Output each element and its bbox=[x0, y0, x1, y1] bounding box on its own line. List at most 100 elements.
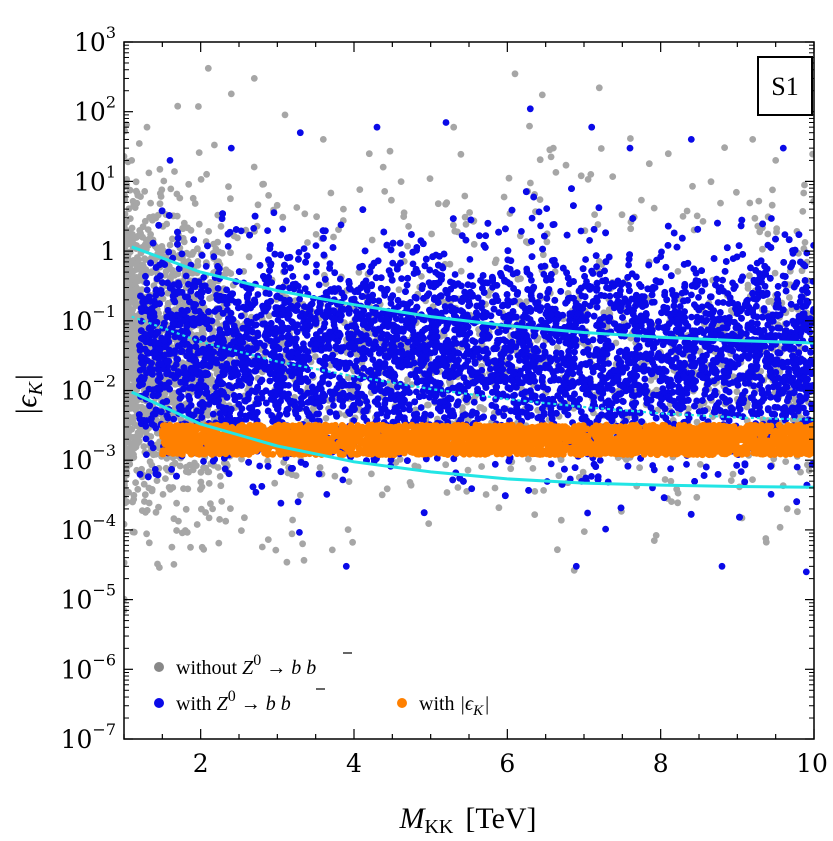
scatter-point-grey bbox=[129, 239, 136, 247]
scatter-point-grey bbox=[674, 499, 682, 507]
scatter-point-grey bbox=[211, 141, 218, 149]
scatter-point-grey bbox=[182, 468, 190, 475]
scatter-point-grey bbox=[205, 514, 213, 522]
scatter-point-grey bbox=[800, 189, 808, 197]
scatter-point-grey bbox=[141, 188, 149, 195]
scatter-point-grey bbox=[511, 70, 519, 78]
scatter-point-grey bbox=[133, 254, 141, 261]
scatter-point-grey bbox=[272, 546, 280, 554]
scatter-point-grey bbox=[500, 193, 508, 201]
scatter-point-grey bbox=[482, 491, 490, 498]
scatter-point-grey bbox=[773, 228, 780, 236]
scatter-point-grey bbox=[156, 165, 164, 173]
scatter-point-grey bbox=[132, 278, 140, 286]
scatter-point-grey bbox=[180, 238, 188, 246]
scatter-point-grey bbox=[204, 468, 212, 476]
scatter-point-grey bbox=[746, 199, 754, 207]
scatter-point-grey bbox=[759, 245, 766, 253]
scatter-point-grey bbox=[125, 313, 133, 320]
scatter-point-grey bbox=[407, 481, 415, 489]
scatter-point-grey bbox=[271, 479, 279, 487]
scatter-point-grey bbox=[461, 192, 469, 200]
scatter-point-grey bbox=[170, 515, 178, 523]
scatter-point-grey bbox=[491, 259, 499, 267]
scatter-point-grey bbox=[216, 473, 224, 480]
scatter-point-grey bbox=[130, 336, 138, 344]
scatter-point-grey bbox=[527, 179, 534, 187]
scatter-point-grey bbox=[443, 489, 451, 496]
scatter-point-grey bbox=[627, 225, 635, 233]
scatter-point-grey bbox=[281, 111, 289, 119]
scatter-point-grey bbox=[136, 227, 144, 234]
scatter-point-grey bbox=[127, 385, 135, 393]
scatter-point-grey bbox=[125, 488, 132, 496]
scatter-point-grey bbox=[145, 539, 153, 547]
scatter-point-grey bbox=[217, 482, 225, 490]
scatter-point-grey bbox=[133, 199, 141, 207]
scatter-point-grey bbox=[215, 539, 223, 547]
scatter-point-grey bbox=[254, 201, 262, 209]
scatter-point-grey bbox=[727, 477, 735, 484]
scatter-point-grey bbox=[159, 491, 167, 498]
scatter-point-grey bbox=[476, 404, 484, 411]
scatter-point-grey bbox=[794, 508, 801, 516]
scatter-point-grey bbox=[450, 221, 457, 229]
scatter-point-grey bbox=[531, 488, 539, 495]
scatter-point-grey bbox=[145, 169, 153, 177]
scatter-point-grey bbox=[197, 176, 205, 183]
scatter-point-grey bbox=[168, 235, 176, 243]
scatter-point-blue bbox=[330, 402, 337, 409]
scatter-point-grey bbox=[141, 255, 149, 263]
scatter-point-grey bbox=[126, 285, 133, 293]
scatter-point-grey bbox=[198, 483, 206, 491]
scatter-point-grey bbox=[668, 498, 675, 505]
scatter-point-grey bbox=[304, 239, 311, 246]
scatter-point-grey bbox=[664, 150, 672, 158]
scatter-point-grey bbox=[222, 517, 230, 525]
scatter-point-grey bbox=[378, 491, 386, 499]
scatter-point-grey bbox=[540, 487, 547, 494]
scatter-point-grey bbox=[132, 178, 140, 186]
scatter-point-grey bbox=[129, 498, 137, 506]
scatter-point-grey bbox=[124, 451, 132, 459]
scatter-point-grey bbox=[217, 223, 225, 230]
scatter-point-grey bbox=[349, 538, 356, 546]
scatter-point-grey bbox=[173, 527, 181, 534]
scatter-point-grey bbox=[555, 472, 563, 480]
scatter-point-grey bbox=[141, 491, 149, 499]
scatter-point-grey bbox=[169, 484, 177, 491]
scatter-point-grey bbox=[466, 209, 473, 216]
scatter-point-grey bbox=[799, 208, 807, 215]
scatter-point-grey bbox=[154, 560, 161, 568]
scatter-point-blue bbox=[588, 473, 595, 480]
scatter-point-grey bbox=[379, 163, 387, 171]
scatter-point-grey bbox=[129, 414, 137, 422]
scatter-point-grey bbox=[744, 281, 752, 289]
scatter-point-grey bbox=[297, 491, 304, 499]
scatter-point-grey bbox=[443, 199, 451, 207]
scatter-point-blue bbox=[582, 256, 589, 263]
scatter-point-grey bbox=[609, 173, 617, 181]
scatter-point-grey bbox=[526, 122, 533, 130]
scatter-point-grey bbox=[207, 500, 214, 508]
scatter-point-grey bbox=[425, 520, 433, 527]
scatter-point-grey bbox=[356, 186, 364, 194]
scatter-point-grey bbox=[749, 476, 756, 483]
scatter-point-grey bbox=[768, 201, 776, 209]
scatter-point-grey bbox=[771, 269, 779, 277]
scatter-point-grey bbox=[776, 523, 784, 531]
scatter-point-grey bbox=[557, 516, 565, 524]
scatter-point-grey bbox=[143, 123, 151, 131]
scatter-point-grey bbox=[234, 234, 241, 242]
scatter-point-grey bbox=[140, 443, 148, 450]
scatter-point-grey bbox=[405, 223, 412, 230]
scatter-point-grey bbox=[638, 196, 645, 204]
scatter-point-grey bbox=[424, 401, 431, 409]
scatter-point-grey bbox=[138, 267, 145, 275]
scatter-point-grey bbox=[446, 260, 454, 268]
scatter-point-grey bbox=[227, 505, 234, 512]
scatter-point-grey bbox=[693, 212, 701, 220]
scatter-point-grey bbox=[150, 451, 157, 459]
scatter-point-grey bbox=[134, 192, 142, 199]
